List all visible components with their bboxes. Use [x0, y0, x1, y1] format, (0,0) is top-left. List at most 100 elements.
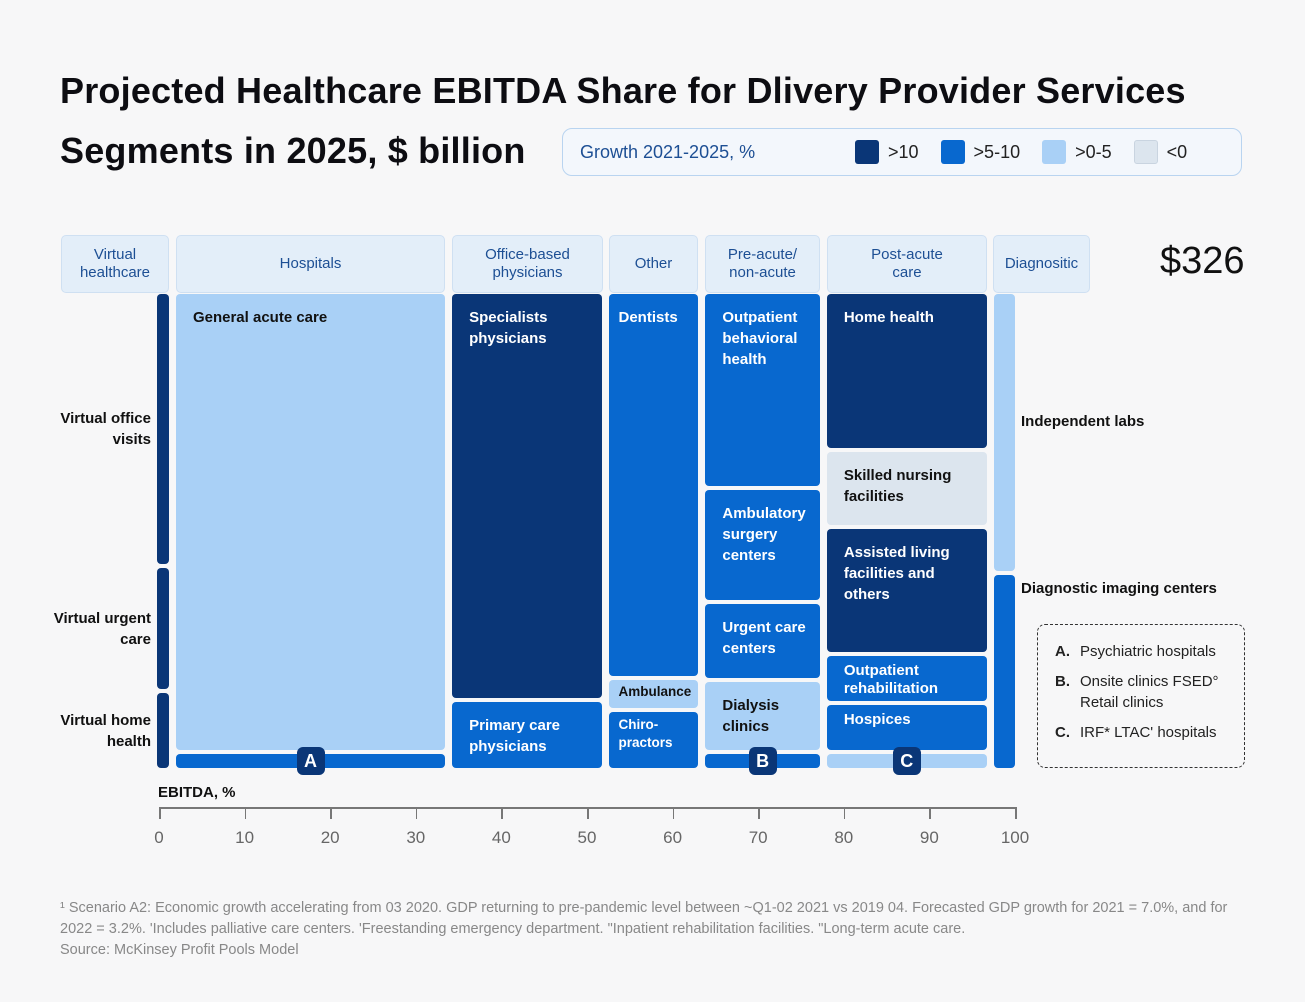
legend: Growth 2021-2025, % >10 >5-10 >0-5 <0 [562, 128, 1242, 176]
segment-bar [826, 655, 987, 701]
x-tick [843, 807, 846, 819]
segment-bar [993, 575, 1015, 768]
chart-title-line2: Segments in 2025, $ billion [60, 130, 526, 171]
segment-bar [609, 680, 699, 709]
legend-swatch [1133, 140, 1158, 164]
segment-label: Dentists [618, 309, 678, 326]
segment-bar [609, 294, 699, 677]
legend-label: >10 [888, 141, 919, 162]
x-tick-label: 20 [320, 828, 340, 847]
key-letter: A. [1055, 643, 1070, 660]
segment-bar [609, 712, 699, 768]
segment-label: Primary care physicians [469, 717, 561, 756]
legend-item: >0-5 [1042, 140, 1112, 164]
source-text: Source: McKinsey Profit Pools Model [60, 942, 299, 958]
segment-bar [993, 294, 1015, 572]
column-header-label: Pre-acute/ non-acute [727, 246, 798, 281]
x-tick-label: 40 [491, 828, 511, 847]
legend-item: >5-10 [940, 140, 1021, 164]
legend-item: >10 [855, 140, 919, 164]
key-text: Psychiatric hospitals [1080, 643, 1216, 660]
segment-label: Home health [843, 309, 934, 326]
segment-label: Urgent care centers [722, 619, 806, 658]
x-tick-label: 50 [577, 828, 597, 847]
column-header: Other [609, 235, 698, 293]
key-row: A. Psychiatric hospitals [1055, 641, 1244, 662]
x-tick-label: 100 [1000, 828, 1030, 847]
segment-bar [452, 702, 603, 768]
footnote-text: ¹ Scenario A2: Economic growth accelerat… [60, 900, 1228, 937]
segment-label: Hospices [843, 710, 911, 728]
segment-bar [157, 693, 169, 768]
key-row: B. Onsite clinics FSED° Retail clinics [1055, 671, 1244, 713]
segment-bar [705, 294, 820, 487]
segment-label: Virtual urgent care [53, 609, 151, 648]
segment-label: General acute care [192, 309, 328, 326]
segment-bar [705, 681, 820, 751]
x-tick [415, 807, 418, 819]
column-header-label: Office-based physicians [485, 246, 570, 281]
key-text: IRF* LTAC' hospitals [1080, 724, 1217, 741]
segment-label: Virtual home health [60, 711, 151, 750]
column-header: Office-based physicians [452, 235, 603, 293]
segment-bar [826, 294, 987, 449]
segment-bar [452, 294, 603, 699]
legend-swatch [940, 140, 965, 164]
segment-label: Virtual office visits [60, 410, 151, 449]
segment-label: Ambulance [618, 684, 692, 700]
column-header: Virtual healthcare [61, 235, 169, 293]
legend-label: >0-5 [1075, 141, 1112, 162]
x-tick [929, 807, 931, 819]
segment-label: Ambulatory surgery centers [722, 505, 806, 565]
segment-bar [826, 452, 987, 525]
segment-label: Outpatient behavioral health [722, 309, 798, 368]
segment-bar [157, 294, 169, 565]
key-letter: B. [1055, 673, 1070, 690]
abbreviation-key: A. Psychiatric hospitals B. Onsite clinics… [1037, 624, 1245, 768]
segment-bar [705, 604, 820, 678]
badge-c: C [892, 747, 921, 775]
segment-bar [826, 704, 987, 751]
key-row: C. IRF* LTAC' hospitals [1055, 722, 1244, 743]
x-axis-title: EBITDA, % [158, 784, 236, 801]
segment-label: Independent labs [1021, 412, 1145, 430]
key-letter: C. [1055, 724, 1070, 741]
x-tick-label: 10 [235, 828, 255, 847]
column-header-label: Post-acute care [871, 246, 943, 281]
x-tick [159, 807, 161, 819]
segment-bar [826, 529, 987, 652]
x-tick [672, 807, 675, 819]
segment-bar [705, 490, 820, 601]
x-tick [758, 807, 760, 819]
segment-label: Assisted living facilities and others [843, 544, 950, 603]
x-tick-label: 0 [154, 828, 164, 847]
column-header: Hospitals [176, 235, 445, 293]
badge-a: A [296, 747, 325, 775]
legend-swatch [855, 140, 879, 164]
legend-swatch [1042, 140, 1067, 164]
total-value: $326 [1160, 240, 1245, 282]
segment-label: Chiro- practors [618, 717, 673, 751]
x-tick-label: 60 [663, 828, 683, 847]
x-tick [501, 807, 503, 819]
x-tick [587, 807, 589, 819]
badge-b: B [748, 747, 777, 775]
segment-label: Skilled nursing facilities [843, 467, 952, 506]
segment-bar [175, 294, 446, 750]
x-tick [1015, 807, 1017, 819]
segment-label: Dialysis clinics [722, 696, 780, 735]
column-header-label: Virtual healthcare [79, 246, 151, 281]
segment-bar [157, 568, 169, 690]
legend-label: >5-10 [973, 141, 1021, 162]
x-tick [244, 807, 247, 819]
segment-label: Diagnostic imaging centers [1021, 580, 1217, 598]
column-header: Diagnositic [993, 235, 1090, 293]
column-header-label: Other [634, 255, 673, 272]
column-header-label: Hospitals [279, 255, 342, 272]
x-tick-label: 70 [748, 828, 768, 847]
legend-title: Growth 2021-2025, % [580, 141, 756, 162]
x-tick-label: 30 [406, 828, 426, 847]
x-tick-label: 80 [834, 828, 854, 847]
key-text: Onsite clinics FSED° Retail clinics [1080, 673, 1219, 711]
x-tick-label: 90 [919, 828, 939, 847]
